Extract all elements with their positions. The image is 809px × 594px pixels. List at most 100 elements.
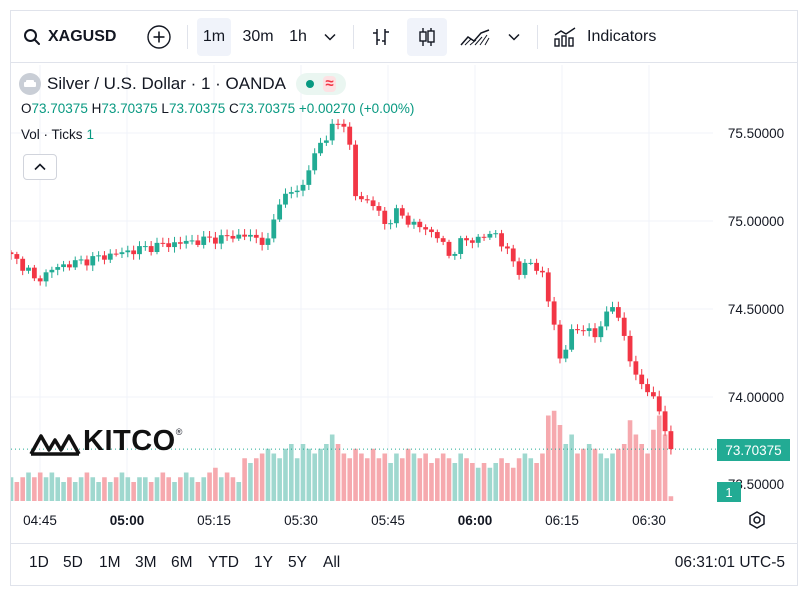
- volume-bar: [207, 472, 212, 501]
- compare-button[interactable]: [141, 18, 177, 56]
- interval-1m[interactable]: 1m: [197, 18, 231, 56]
- candle: [102, 251, 107, 265]
- interval-dropdown[interactable]: [317, 18, 343, 56]
- candle-body: [359, 196, 364, 200]
- candle: [283, 188, 288, 208]
- range-1m[interactable]: 1M: [99, 554, 121, 571]
- candle: [545, 268, 551, 307]
- candle-body: [96, 255, 101, 257]
- candle-body: [11, 252, 14, 255]
- volume-bar: [651, 429, 656, 501]
- candle-body: [90, 256, 96, 266]
- candle: [534, 258, 539, 275]
- volume-bar: [551, 410, 557, 501]
- volume-bar: [195, 482, 201, 501]
- indicators-label: Indicators: [587, 28, 657, 45]
- candle-body: [271, 219, 277, 239]
- range-all[interactable]: All: [323, 554, 341, 571]
- candle-body: [341, 123, 347, 127]
- interval-30m[interactable]: 30m: [242, 28, 274, 45]
- candle-body: [248, 234, 253, 237]
- candle-body: [119, 252, 125, 255]
- area-style-button[interactable]: [455, 18, 495, 56]
- candle-body: [131, 250, 137, 255]
- candle: [271, 214, 277, 243]
- range-1y[interactable]: 1Y: [254, 554, 273, 571]
- candle-body: [20, 258, 26, 271]
- candle-body: [394, 208, 399, 224]
- symbol-search[interactable]: XAGUSD: [17, 18, 121, 56]
- candle: [201, 231, 207, 249]
- settings-gear-icon[interactable]: [746, 509, 768, 531]
- candle-body: [516, 261, 522, 275]
- candle: [598, 321, 604, 343]
- candle-body: [528, 262, 534, 264]
- candle-body: [540, 270, 545, 273]
- volume-bar: [470, 463, 475, 501]
- range-1d[interactable]: 1D: [29, 554, 49, 571]
- price-tick-label: 74.00000: [728, 390, 784, 405]
- candle: [312, 148, 318, 175]
- candle: [195, 234, 201, 248]
- range-6m[interactable]: 6M: [171, 554, 193, 571]
- range-5d[interactable]: 5D: [63, 554, 83, 571]
- volume-bar: [312, 453, 317, 501]
- volume-bar: [446, 458, 452, 501]
- open-label: O: [21, 101, 32, 116]
- range-ytd[interactable]: YTD: [208, 554, 239, 571]
- candle-body: [510, 248, 516, 262]
- candle: [288, 186, 294, 199]
- time-tick-label: 05:45: [371, 513, 405, 528]
- candle-body: [14, 254, 20, 259]
- volume-bar: [633, 434, 639, 501]
- volume-bar: [656, 415, 662, 501]
- candles-style-button[interactable]: [407, 18, 447, 56]
- candle-body: [300, 184, 306, 191]
- range-3m[interactable]: 3M: [135, 554, 157, 571]
- collapse-legend-button[interactable]: [23, 154, 57, 180]
- candle-body: [195, 240, 201, 245]
- candle-body: [534, 262, 539, 271]
- bars-style-button[interactable]: [363, 18, 399, 56]
- candle: [551, 296, 557, 331]
- candle-body: [236, 234, 242, 239]
- candle: [154, 237, 160, 255]
- market-status-pill[interactable]: ≈: [296, 73, 346, 95]
- candle-body: [405, 215, 411, 225]
- chart-type-dropdown[interactable]: [501, 18, 527, 56]
- candle-body: [312, 153, 318, 171]
- volume-label: Vol · Ticks: [21, 127, 83, 142]
- candle: [131, 245, 137, 260]
- ohlc-values: O73.70375 H73.70375 L73.70375 C73.70375 …: [21, 101, 414, 116]
- candle-body: [604, 311, 610, 327]
- candle-body: [265, 238, 271, 245]
- candle-body: [166, 243, 172, 248]
- volume-bar: [43, 477, 49, 501]
- candle: [458, 235, 464, 260]
- candle-body: [207, 236, 212, 238]
- candle-body: [37, 278, 43, 282]
- candle-body: [481, 236, 487, 238]
- volume-bar: [11, 477, 14, 501]
- candle: [96, 251, 101, 262]
- candle: [510, 244, 516, 267]
- price-chart[interactable]: 75.50000 75.00000 74.50000 74.00000 73.50000…: [11, 11, 797, 585]
- volume-bar: [102, 477, 107, 501]
- volume-bar: [72, 482, 78, 501]
- volume-bar: [14, 482, 20, 501]
- time-axis: 04:45 05:00 05:15 05:30 05:45 06:00 06:15 06:30: [23, 513, 666, 528]
- volume-bar: [621, 444, 627, 501]
- candle-body: [464, 238, 469, 241]
- candle-body: [55, 267, 61, 270]
- volume-bar: [294, 458, 300, 501]
- candle: [615, 301, 621, 322]
- candle: [166, 237, 172, 252]
- volume-bar: [405, 448, 411, 501]
- interval-1h[interactable]: 1h: [289, 28, 307, 45]
- candle: [452, 251, 458, 260]
- range-5y[interactable]: 5Y: [288, 554, 307, 571]
- candle: [107, 249, 113, 263]
- volume-bar: [499, 458, 504, 501]
- candle: [423, 224, 429, 236]
- indicators-button[interactable]: Indicators: [547, 18, 671, 56]
